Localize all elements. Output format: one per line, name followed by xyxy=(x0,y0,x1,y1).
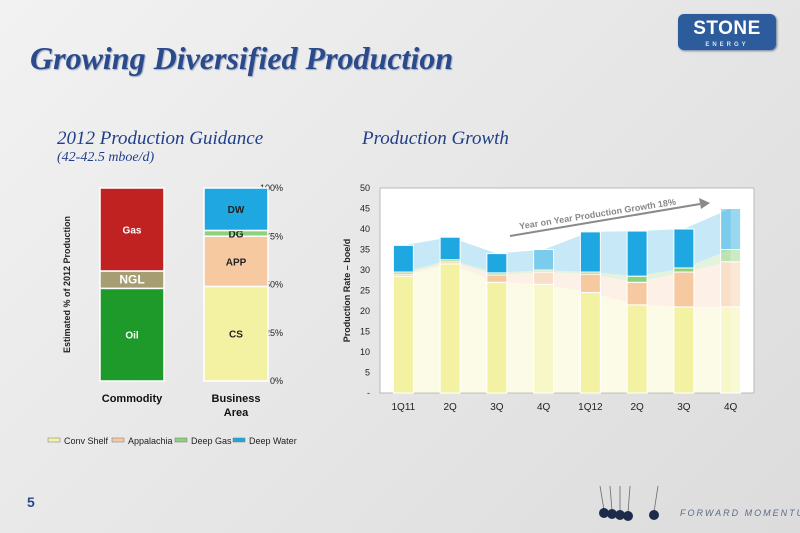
slide-title: Growing Diversified Production xyxy=(30,40,454,76)
growth-bar-appalachia-5 xyxy=(626,281,648,306)
growth-x-tick-7: 4Q xyxy=(724,402,738,413)
guidance-category-label-commodity-0: Commodity xyxy=(102,393,163,405)
legend-label-deep-water: Deep Water xyxy=(249,436,297,446)
guidance-segment-dw xyxy=(203,187,269,232)
growth-bar-conv-shelf-3 xyxy=(533,283,555,394)
legend-label-conv-shelf: Conv Shelf xyxy=(64,436,109,446)
guidance-segment-label-dw: DW xyxy=(228,205,245,216)
guidance-segment-oil xyxy=(99,287,165,382)
growth-x-tick-4: 1Q12 xyxy=(578,402,603,413)
growth-bar-conv-shelf-5 xyxy=(626,304,648,394)
logo-text: STONE xyxy=(693,18,761,39)
growth-bar-deep-water-4 xyxy=(579,231,601,273)
guidance-segment-cs xyxy=(203,285,269,382)
guidance-segment-label-oil: Oil xyxy=(125,331,139,342)
growth-bar-deep-water-0 xyxy=(392,244,414,273)
growth-bar-deep-gas-6 xyxy=(673,267,695,273)
growth-area-deep-water xyxy=(403,208,731,277)
guidance-y-tick-1: 25% xyxy=(265,328,283,338)
guidance-y-tick-2: 50% xyxy=(265,280,283,290)
guidance-category-label-business-area-1: Area xyxy=(224,407,249,419)
growth-bar-appalachia-6 xyxy=(673,271,695,308)
legend-label-deep-gas: Deep Gas xyxy=(191,436,232,446)
logo-subtext: ENERGY xyxy=(705,42,749,48)
growth-bar-deep-water-5 xyxy=(626,230,648,277)
growth-bar-deep-water-2 xyxy=(486,253,508,274)
guidance-y-tick-3: 75% xyxy=(265,231,283,241)
guidance-segment-label-gas: Gas xyxy=(123,225,142,236)
guidance-segment-label-cs: CS xyxy=(229,330,243,341)
growth-bar-deep-water-3 xyxy=(533,249,555,271)
growth-bar-deep-water-1 xyxy=(439,236,461,261)
growth-y-tick-6: 30 xyxy=(360,265,370,275)
growth-annotation-arrow xyxy=(509,203,701,237)
growth-area-appalachia xyxy=(403,261,731,307)
growth-y-tick-0: - xyxy=(367,388,370,398)
legend-swatch-deep-water xyxy=(232,437,246,443)
growth-area-deep-gas xyxy=(403,249,731,283)
page-number: 5 xyxy=(27,494,35,510)
growth-bar-conv-shelf-0 xyxy=(392,275,414,394)
growth-y-tick-9: 45 xyxy=(360,204,370,214)
growth-y-tick-5: 25 xyxy=(360,286,370,296)
legend-label-appalachia: Appalachia xyxy=(128,436,173,446)
growth-bar-conv-shelf-6 xyxy=(673,306,695,394)
growth-x-tick-2: 3Q xyxy=(490,402,504,413)
growth-y-tick-1: 5 xyxy=(365,368,370,378)
growth-bar-conv-shelf-4 xyxy=(579,292,601,394)
growth-bar-deep-water-7 xyxy=(720,208,742,250)
newton-cradle-graphic xyxy=(599,486,659,521)
guidance-y-tick-0: 0% xyxy=(270,376,283,386)
guidance-y-tick-4: 100% xyxy=(260,183,283,193)
growth-y-tick-10: 50 xyxy=(360,183,370,193)
growth-y-tick-2: 10 xyxy=(360,347,370,357)
growth-chart-title: Production Growth xyxy=(362,128,509,149)
footer-tagline: FORWARD MOMENTUM xyxy=(680,508,800,518)
legend: Conv Shelf Appalachia Deep Gas Deep Water xyxy=(47,436,297,446)
growth-area-conv-shelf xyxy=(403,263,731,393)
growth-bar-appalachia-2 xyxy=(486,274,508,283)
growth-x-tick-3: 4Q xyxy=(537,402,551,413)
growth-x-tick-5: 2Q xyxy=(630,402,644,413)
growth-y-tick-3: 15 xyxy=(360,327,370,337)
growth-bar-deep-gas-7 xyxy=(720,249,742,263)
growth-bar-deep-gas-5 xyxy=(626,275,648,283)
growth-y-tick-4: 20 xyxy=(360,306,370,316)
growth-bar-deep-water-6 xyxy=(673,228,695,269)
production-growth-chart: Production Rate – boe/d - 5 10 15 20 25 30 35 40 4… xyxy=(342,183,755,413)
growth-bar-appalachia-4 xyxy=(579,273,601,294)
growth-y-tick-7: 35 xyxy=(360,245,370,255)
guidance-chart-title: 2012 Production Guidance xyxy=(57,128,264,149)
growth-x-tick-6: 3Q xyxy=(677,402,691,413)
guidance-chart: Estimated % of 2012 Production 0% 25% 50% 75… xyxy=(62,183,283,419)
growth-annotation-arrowhead xyxy=(699,198,710,209)
growth-bar-appalachia-3 xyxy=(533,271,555,285)
growth-y-tick-8: 40 xyxy=(360,224,370,234)
legend-swatch-deep-gas xyxy=(174,437,188,443)
growth-bar-conv-shelf-2 xyxy=(486,281,508,394)
guidance-segment-app xyxy=(203,235,269,288)
legend-swatch-conv-shelf xyxy=(47,437,61,443)
guidance-segment-gas xyxy=(99,187,165,272)
guidance-chart-subtitle: (42-42.5 mboe/d) xyxy=(57,150,155,165)
guidance-y-axis-label: Estimated % of 2012 Production xyxy=(62,216,72,353)
growth-bar-conv-shelf-7 xyxy=(720,306,742,394)
guidance-segment-label-ngl: NGL xyxy=(119,273,144,287)
guidance-segment-label-dg: DG xyxy=(229,229,244,240)
growth-x-tick-1: 2Q xyxy=(443,402,457,413)
growth-x-tick-0: 1Q11 xyxy=(392,402,416,413)
guidance-segment-label-app: APP xyxy=(226,257,247,268)
growth-bar-conv-shelf-1 xyxy=(439,263,461,394)
growth-y-axis-label: Production Rate – boe/d xyxy=(342,239,352,343)
guidance-category-label-business-area-0: Business xyxy=(212,393,261,405)
growth-bar-appalachia-7 xyxy=(720,261,742,308)
legend-swatch-appalachia xyxy=(111,437,125,443)
stone-logo: STONE ENERGY xyxy=(678,14,776,50)
